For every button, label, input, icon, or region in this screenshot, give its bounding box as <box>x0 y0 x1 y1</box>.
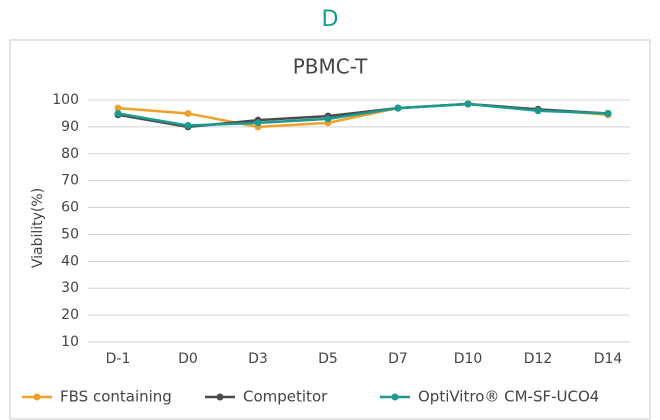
y-tick-label: 70 <box>61 173 79 189</box>
y-tick-label: 20 <box>61 307 79 323</box>
series-line <box>117 102 609 129</box>
data-point <box>604 109 612 117</box>
y-axis-label: Viability(%) <box>30 188 46 268</box>
x-tick-label: D10 <box>454 351 483 367</box>
data-point <box>254 119 262 127</box>
legend-label: Competitor <box>243 388 328 406</box>
data-point <box>464 100 472 108</box>
series-line <box>117 102 609 127</box>
data-point <box>114 104 122 112</box>
legend-marker <box>216 393 224 401</box>
y-tick-label: 50 <box>61 226 79 242</box>
legend-label: OptiVitro® CM-SF-UCO4 <box>418 388 599 406</box>
chart-frame <box>9 39 651 420</box>
data-point <box>184 122 192 130</box>
x-tick-label: D0 <box>178 351 198 367</box>
legend-marker <box>33 393 41 401</box>
legend-label: FBS containing <box>60 388 172 406</box>
y-tick-label: 10 <box>61 334 79 350</box>
x-tick-label: D5 <box>318 351 338 367</box>
data-point <box>394 104 402 112</box>
panel-label: D <box>322 7 339 32</box>
y-tick-label: 40 <box>61 253 79 269</box>
data-point <box>114 109 122 117</box>
y-tick-label: 80 <box>61 146 79 162</box>
chart-title: PBMC-T <box>293 55 368 79</box>
x-tick-label: D7 <box>388 351 408 367</box>
y-tick-label: 60 <box>61 200 79 216</box>
data-point <box>324 115 332 123</box>
y-tick-label: 30 <box>61 280 79 296</box>
x-tick-label: D14 <box>594 351 623 367</box>
x-tick-label: D3 <box>248 351 268 367</box>
legend-marker <box>391 393 399 401</box>
y-tick-label: 90 <box>61 119 79 135</box>
x-tick-label: D12 <box>524 351 553 367</box>
y-tick-label: 100 <box>52 92 79 108</box>
data-point <box>534 107 542 115</box>
x-tick-label: D-1 <box>106 351 131 367</box>
data-point <box>184 109 192 117</box>
